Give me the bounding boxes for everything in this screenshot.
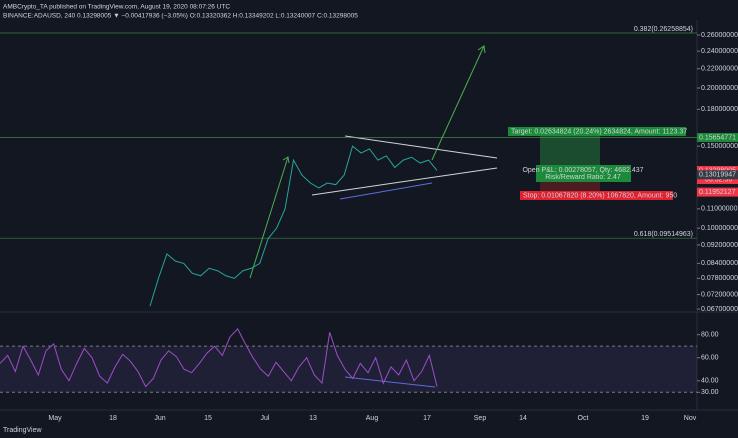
y-tick-label: 0.22000000 [701, 66, 738, 73]
y-tick-label: 0.20000000 [701, 85, 738, 92]
y-tick-label: 0.07800000 [701, 275, 738, 282]
x-tick-label: 17 [423, 415, 431, 422]
rsi-band [0, 346, 697, 393]
y-tick-label: 80.00 [701, 331, 719, 338]
arrow-head [282, 156, 290, 164]
countdown-box [697, 175, 738, 185]
footer-logo: TradingView [3, 427, 42, 434]
y-tick-label: 0.11000000 [701, 206, 738, 213]
arrow-line [249, 156, 289, 279]
price-flag [697, 170, 738, 180]
arrow-line [431, 45, 485, 161]
x-tick-label: 19 [641, 415, 649, 422]
trendline-bottom [311, 167, 498, 196]
y-tick-label: 30.00 [701, 389, 719, 396]
y-tick-label: 0.15000000 [701, 143, 738, 150]
price-flag-label: 0.15654771 [699, 134, 736, 141]
y-tick-label: 0.08400000 [701, 260, 738, 267]
target-label-box [508, 127, 686, 136]
x-tick-label: Sep [474, 415, 487, 422]
x-tick-label: 13 [309, 415, 317, 422]
x-tick-label: Jul [261, 415, 270, 422]
pnl-box [536, 165, 631, 182]
stop-label: Stop: 0.01067820 (8.20%) 1067820, Amount… [523, 192, 677, 199]
y-tick-label: 0.10000000 [701, 225, 738, 232]
y-tick-label: 0.24000000 [701, 48, 738, 55]
y-tick-label: 0.09200000 [701, 242, 738, 249]
publisher: AMBCrypto_TA published on TradingView.co… [3, 4, 230, 11]
price-flag-label: 0.13019947 [699, 172, 736, 179]
price-flag [697, 133, 738, 143]
symbol-info: BINANCE:ADAUSD, 240 0.13298005 ▼ −0.0041… [3, 13, 358, 20]
rsi-line [0, 327, 438, 388]
y-tick-label: 0.06700000 [701, 306, 738, 313]
price-flag-label: 0.11952127 [699, 189, 736, 196]
price-line [149, 145, 438, 307]
x-tick-label: 15 [204, 415, 212, 422]
x-tick-label: 14 [519, 415, 527, 422]
pnl-label: Open P&L: 0.00278057, Qty: 4682.437 [522, 167, 643, 174]
stop-label-box [520, 191, 673, 200]
fib-label: 0.382(0.26258854) [634, 26, 693, 33]
rsi-divergence-line [344, 376, 436, 388]
y-tick-label: 60.00 [701, 355, 719, 362]
x-tick-label: Oct [578, 415, 589, 422]
x-tick-label: Aug [366, 415, 379, 422]
y-tick-label: 0.07200000 [701, 291, 738, 298]
x-tick-label: May [48, 415, 62, 422]
y-tick-label: 0.18000000 [701, 106, 738, 113]
fib-label: 0.618(0.09514963) [634, 231, 693, 238]
target-label: Target: 0.02634824 (20.24%) 2634824, Amo… [511, 128, 687, 135]
y-tick-label: 0.26000000 [701, 32, 738, 39]
x-tick-label: Nov [684, 415, 697, 422]
price-flag [697, 187, 738, 197]
divergence-line [339, 182, 433, 200]
countdown: 03:52:36 [705, 176, 732, 183]
rr-label: Risk/Reward Ratio: 2.47 [545, 174, 621, 181]
arrow-head [477, 45, 486, 54]
x-tick-label: Jun [154, 415, 165, 422]
x-tick-label: 18 [109, 415, 117, 422]
trendline-top [344, 135, 498, 159]
y-tick-label: 40.00 [701, 378, 719, 385]
